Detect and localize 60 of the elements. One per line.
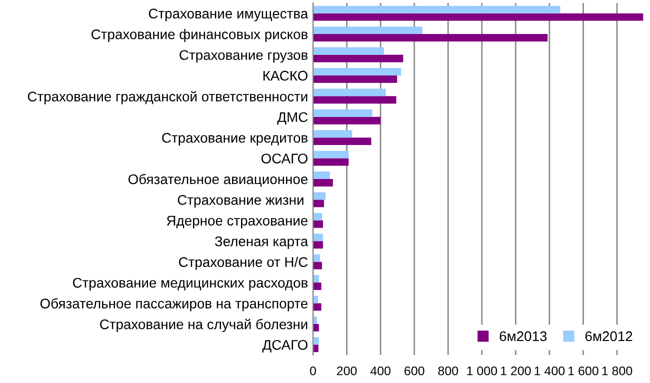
bar: [313, 96, 396, 104]
y-tick-label: КАСКО: [263, 70, 308, 81]
bar: [313, 303, 322, 311]
bar: [313, 54, 404, 62]
bar: [313, 34, 548, 42]
bar: [313, 220, 323, 228]
bar: [313, 158, 349, 166]
bar: [313, 138, 372, 146]
bar: [313, 13, 644, 21]
bar: [313, 130, 352, 138]
y-tick-label: Страхование кредитов: [162, 132, 308, 146]
bar: [313, 212, 322, 220]
x-tick-label: 200: [336, 366, 357, 376]
bar: [313, 324, 319, 332]
bar: [313, 254, 320, 262]
legend-label: 6м2012: [585, 331, 632, 342]
x-tick-label: 1 400: [534, 366, 565, 376]
bar: [313, 116, 381, 124]
y-tick-label: Страхование грузов: [180, 50, 308, 63]
bar: [313, 26, 422, 34]
bar: [313, 179, 333, 186]
bar: [313, 6, 560, 14]
y-tick-label: Зеленая карта: [214, 236, 308, 250]
y-tick-label: Страхование финансовых рисков: [92, 29, 308, 42]
x-tick-label: 400: [370, 366, 390, 376]
y-tick-label: Ядерное страхование: [166, 216, 308, 228]
bar: [313, 344, 318, 352]
bar: [313, 172, 330, 179]
y-tick-label: Обязательное авиационное: [128, 174, 308, 187]
y-tick-label: Обязательное пассажиров на транспорте: [40, 298, 308, 312]
bar: [313, 88, 386, 96]
x-tick-label: 1 600: [568, 366, 598, 376]
y-tick-label: ДСАГО: [262, 340, 308, 352]
bar: [313, 241, 323, 249]
bar: [313, 109, 372, 117]
bar: [313, 150, 349, 158]
bar: [313, 337, 319, 345]
y-tick-label: ОСАГО: [261, 154, 308, 164]
bar: [313, 282, 322, 290]
x-tick-label: 0: [310, 366, 316, 376]
x-tick-label: 1 000: [467, 366, 498, 376]
x-tick-label: 600: [404, 366, 424, 376]
bar: [313, 75, 398, 83]
x-tick-label: 1 200: [500, 366, 531, 376]
x-tick-label: 800: [438, 366, 458, 376]
bar: [313, 234, 323, 242]
y-tick-label: Страхование от Н/С: [178, 256, 308, 270]
y-tick-label: Страхование медицинских расходов: [72, 278, 308, 290]
y-tick-label: ДМС: [277, 112, 308, 125]
bar: [313, 262, 322, 270]
bar: [313, 68, 402, 76]
y-tick-label: Страхование гражданской ответственности: [28, 91, 308, 104]
y-tick-label: Страхование жизни: [178, 195, 304, 208]
bar: [313, 275, 319, 283]
bar: [313, 200, 324, 208]
legend-label: 6м2013: [500, 331, 547, 342]
y-tick-label: Страхование на случай болезни: [100, 318, 308, 332]
bar: [313, 47, 384, 55]
x-tick-label: 1 800: [602, 366, 632, 376]
y-tick-label: Страхование имущества: [148, 8, 308, 22]
